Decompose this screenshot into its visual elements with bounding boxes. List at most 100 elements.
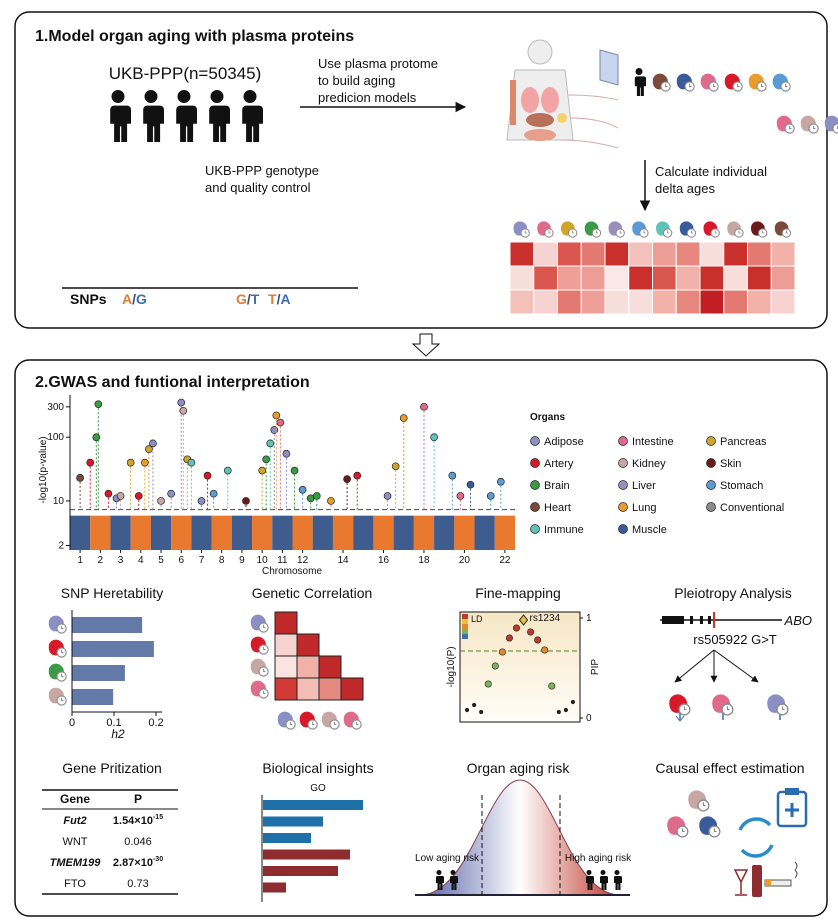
ld-swatch — [462, 624, 468, 629]
heat-cell — [747, 265, 772, 291]
subpanel-title: Biological insights — [262, 760, 373, 776]
lead-snp — [209, 489, 218, 498]
gene-name: TMEM199 — [50, 857, 102, 869]
legend-marker — [530, 436, 540, 446]
legend-label: Artery — [544, 458, 574, 470]
x-tick-label: 22 — [499, 555, 511, 566]
subpanel-title: Pleiotropy Analysis — [674, 585, 792, 601]
organ-icon — [299, 711, 318, 730]
organ-icon — [711, 693, 734, 716]
organ-icon — [48, 687, 67, 706]
chromosome-band — [494, 515, 515, 550]
allele-part: G — [136, 291, 147, 307]
x-tick-label: 2 — [98, 555, 104, 566]
lead-snp — [262, 455, 271, 464]
point — [548, 682, 556, 690]
lead-snp — [391, 462, 400, 471]
plot-bg — [459, 611, 581, 723]
lead-snp — [104, 489, 113, 498]
chromosome-band — [110, 515, 131, 550]
p-value: 2.87×10-30 — [113, 856, 163, 869]
ld-swatch — [462, 629, 468, 634]
organ-icon — [513, 220, 530, 238]
heat-cell — [723, 265, 748, 291]
correlation-triangle — [250, 611, 364, 730]
point — [484, 680, 492, 688]
lead-snp — [272, 411, 281, 420]
y2-tick-label: 1 — [586, 613, 592, 624]
organ-icon — [250, 636, 269, 655]
heat-cell — [628, 289, 653, 315]
subpanel-title: Causal effect estimation — [655, 760, 804, 776]
heat-cell — [580, 289, 606, 315]
legend-marker — [530, 524, 540, 534]
risk-curve — [415, 779, 630, 896]
x-tick-label: 14 — [338, 555, 350, 566]
legend-label: Kidney — [632, 458, 666, 470]
heat-cell — [628, 265, 653, 291]
lead-snp — [312, 492, 321, 500]
chromosome-band — [272, 515, 293, 550]
heat-cell — [770, 241, 796, 267]
legend-label: Pancreas — [720, 436, 767, 448]
gene-name: WNT — [62, 836, 87, 848]
lead-snp — [327, 497, 335, 505]
x-tick-label: 12 — [297, 555, 309, 566]
corr-cell — [274, 611, 298, 635]
heat-cell — [533, 265, 558, 291]
x-tick-label: 0 — [69, 717, 75, 729]
organ-icon — [321, 711, 340, 730]
x-axis-label: h2 — [111, 727, 125, 741]
organ-icon — [679, 220, 697, 238]
down-arrow — [411, 333, 441, 357]
allele-part: A — [122, 291, 132, 307]
heat-cell — [770, 265, 796, 291]
chromosome-band — [150, 515, 172, 550]
organ-icon — [631, 220, 649, 238]
lead-snp — [448, 471, 457, 480]
organ-icon — [766, 693, 789, 716]
y-tick-label: 300 — [47, 402, 64, 413]
corr-cell — [274, 677, 298, 701]
chromosome-band — [171, 515, 192, 550]
variant-label: rs505922 G>T — [693, 632, 777, 647]
chromosome-band — [211, 515, 232, 550]
ld-swatch — [462, 634, 468, 639]
chromosome-band — [373, 515, 394, 550]
legend-marker — [706, 480, 716, 490]
table-header: P — [134, 792, 142, 806]
person-icon — [634, 68, 646, 96]
chromosome-band — [191, 515, 212, 550]
legend-title: Organs — [530, 412, 565, 423]
organ-icon — [250, 680, 269, 699]
heat-cell — [675, 265, 701, 291]
x-tick-label: 4 — [138, 555, 144, 566]
chromosome-band — [130, 515, 151, 550]
organ-icon — [250, 658, 269, 677]
heat-cell — [652, 289, 677, 315]
organ-icons — [634, 68, 838, 134]
point — [472, 702, 477, 708]
lead-snp — [343, 475, 351, 483]
x-tick-label: 18 — [418, 555, 430, 566]
legend-marker — [618, 436, 628, 446]
lead-snp — [430, 433, 438, 442]
p-exponent: -15 — [153, 814, 163, 821]
legend-label: Heart — [544, 502, 571, 514]
point — [491, 662, 499, 670]
ld-swatch — [462, 619, 468, 624]
lead-snp — [149, 439, 157, 448]
heat-cell — [699, 265, 725, 291]
organ-icon — [687, 789, 710, 812]
legend-marker — [530, 502, 540, 512]
x-tick-label: 8 — [219, 555, 225, 566]
lead-snp — [353, 471, 362, 480]
organ-icon — [536, 220, 554, 238]
panel-title: 1.Model organ aging with plasma proteins — [35, 28, 354, 45]
ld-swatch — [462, 614, 468, 619]
bar — [72, 617, 143, 633]
model-text: to build aging — [318, 73, 395, 88]
heat-cell — [675, 289, 701, 315]
organ-icon — [560, 220, 578, 238]
